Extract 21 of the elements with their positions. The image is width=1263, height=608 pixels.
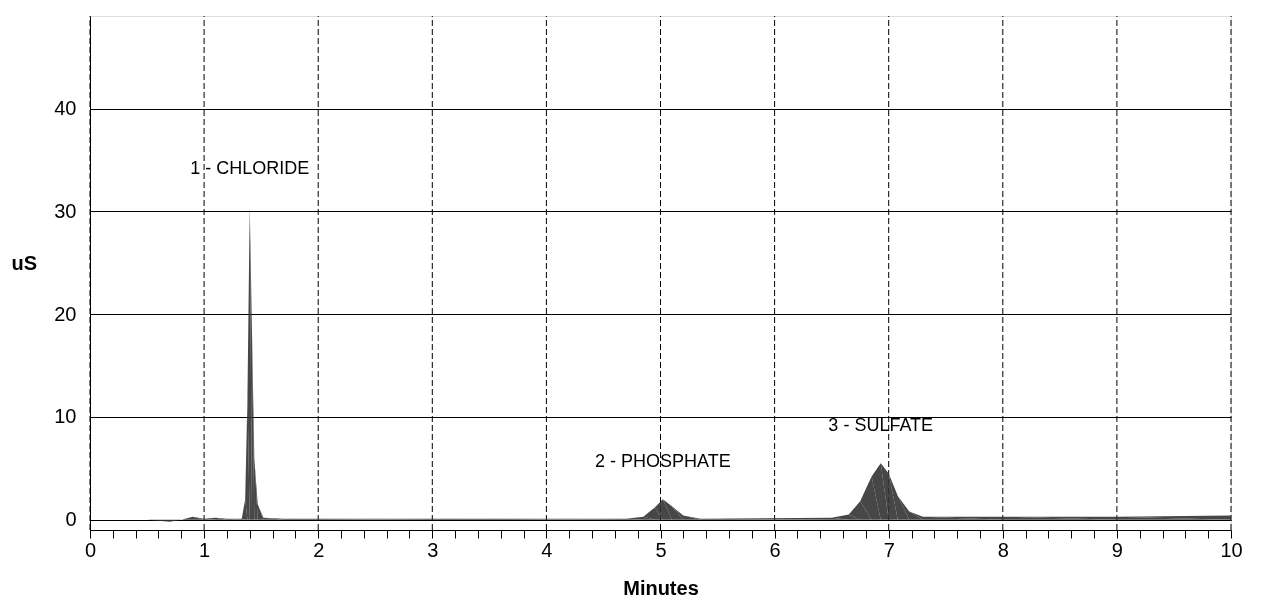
x-tick-label: 5	[655, 538, 667, 561]
y-axis-title: uS	[11, 251, 38, 274]
x-axis-title: Minutes	[623, 576, 699, 599]
y-tick-label: 20	[54, 302, 77, 325]
x-tick-label: 4	[541, 538, 553, 561]
x-tick-label: 1	[199, 538, 211, 561]
y-tick-label: 0	[65, 508, 77, 531]
y-tick-label: 40	[54, 97, 77, 120]
annotation: 3 - SULFATE	[828, 415, 934, 436]
x-tick-label: 6	[769, 538, 781, 561]
y-tick-label: 30	[54, 199, 77, 222]
x-tick-label: 0	[84, 538, 97, 561]
annotation: 1 - CHLORIDE	[190, 158, 310, 179]
y-tick-label: 10	[54, 405, 77, 428]
x-tick-label: 7	[883, 538, 895, 561]
x-tick-label: 10	[1220, 538, 1243, 561]
x-tick-label: 9	[1111, 538, 1123, 561]
x-tick-label: 8	[997, 538, 1009, 561]
x-tick-label: 3	[427, 538, 439, 561]
annotation: 2 - PHOSPHATE	[594, 451, 731, 472]
x-tick-label: 2	[313, 538, 325, 561]
